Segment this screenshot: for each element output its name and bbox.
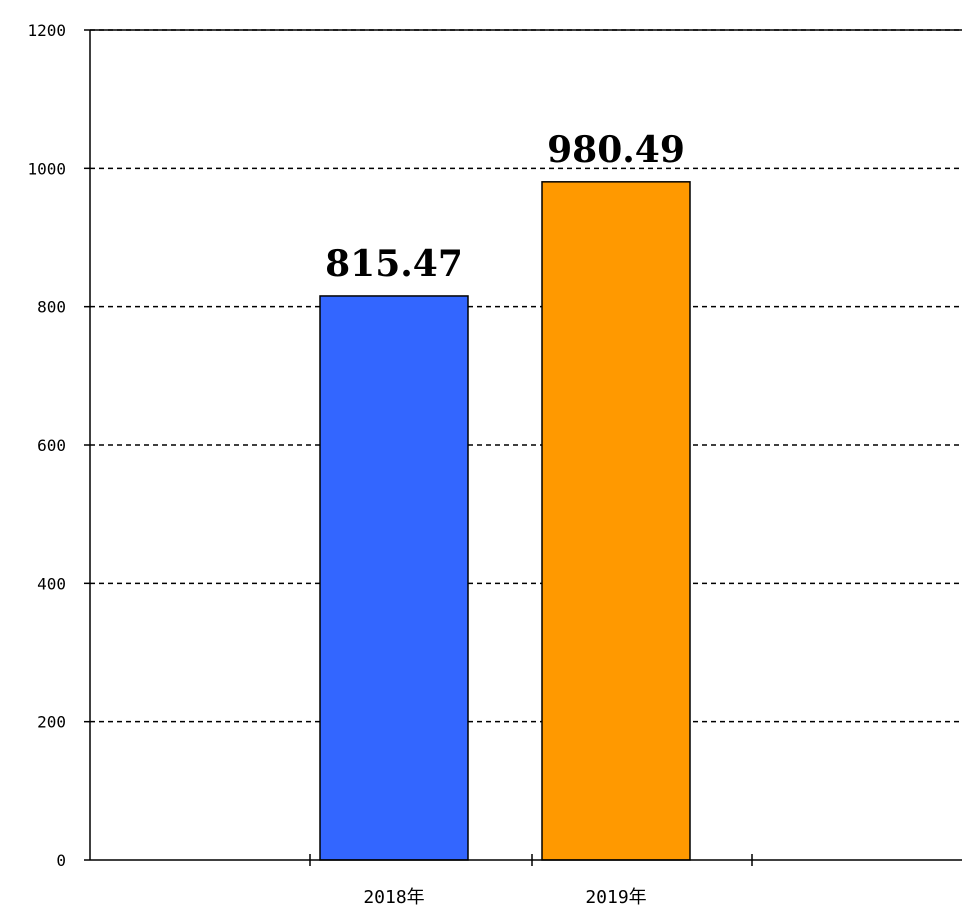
y-tick-label: 800 bbox=[37, 298, 66, 317]
y-tick-label: 1200 bbox=[27, 21, 66, 40]
labels: 815.47 980.49 0 200 400 600 800 1000 1200 2018年 20… bbox=[27, 21, 684, 908]
bar bbox=[541, 181, 691, 861]
data-label: 815.47 bbox=[325, 243, 463, 285]
x-tick-label: 2019年 bbox=[585, 887, 646, 908]
y-tick-label: 200 bbox=[37, 713, 66, 732]
x-tick-label: 2018年 bbox=[363, 887, 424, 908]
y-tick-label: 0 bbox=[56, 851, 66, 870]
data-label: 980.49 bbox=[547, 129, 685, 171]
y-tick-label: 400 bbox=[37, 574, 66, 593]
axes bbox=[84, 29, 962, 866]
y-tick-label: 1000 bbox=[27, 159, 66, 178]
bar bbox=[319, 295, 469, 861]
y-tick-label: 600 bbox=[37, 436, 66, 455]
gridlines bbox=[90, 29, 962, 723]
